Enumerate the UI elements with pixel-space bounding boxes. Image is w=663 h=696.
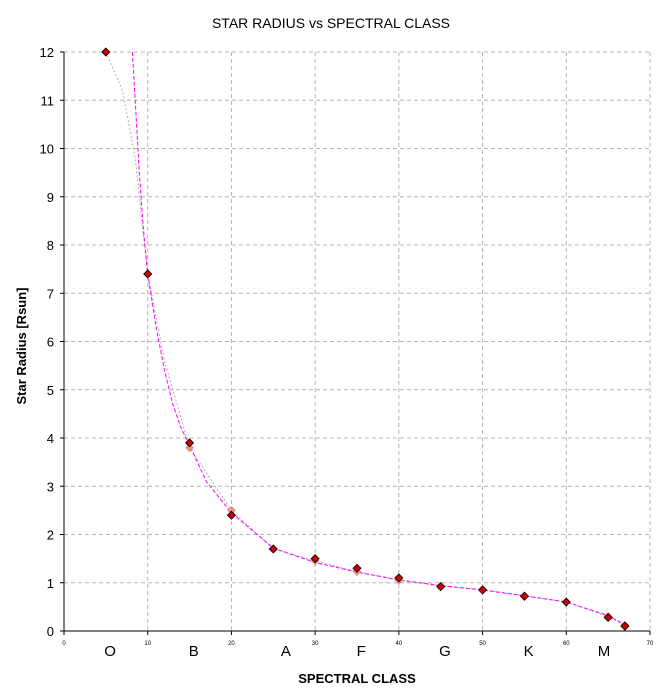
data-points: [101, 47, 630, 631]
chart-title: STAR RADIUS vs SPECTRAL CLASS: [212, 15, 450, 31]
y-tick-label: 11: [41, 93, 55, 108]
observed-point: [603, 612, 613, 623]
x-tick-label: 60: [563, 641, 570, 647]
observed-point: [478, 585, 488, 595]
observed-point: [185, 438, 195, 448]
y-tick-label: 0: [47, 624, 54, 639]
x-tick-label: 40: [396, 641, 403, 647]
observed-point: [394, 573, 404, 583]
observed-point: [268, 544, 278, 554]
spectral-class-label: B: [189, 643, 199, 660]
observed-point: [101, 47, 111, 57]
axes: [60, 51, 651, 635]
y-tick-label: 8: [47, 238, 54, 253]
spectral-class-label: G: [439, 643, 451, 660]
spectral-class-label: A: [281, 643, 291, 660]
x-tick-label: 70: [647, 641, 654, 647]
trend-curve: [105, 52, 626, 626]
x-tick-label: 20: [228, 641, 235, 647]
y-axis-title: Star Radius [Rsun]: [14, 287, 29, 404]
x-tick-label: 50: [479, 641, 486, 647]
y-tick-label: 12: [40, 45, 54, 60]
x-axis-title: SPECTRAL CLASS: [298, 671, 416, 686]
observed-point: [310, 554, 320, 564]
spectral-class-label: O: [104, 643, 116, 660]
x-tick-label: 10: [144, 641, 151, 647]
y-tick-label: 3: [47, 479, 54, 494]
observed-point: [561, 597, 571, 607]
observed-point: [352, 563, 362, 573]
y-tick-label: 10: [40, 142, 54, 157]
y-tick-label: 2: [47, 528, 54, 543]
y-tick-label: 4: [47, 431, 54, 446]
spectral-class-label: F: [357, 643, 366, 660]
spectral-class-label: M: [598, 643, 611, 660]
y-tick-label: 5: [47, 383, 54, 398]
x-tick-label: 0: [62, 641, 66, 647]
spectral-class-label: K: [524, 643, 534, 660]
fit-curve: [131, 52, 626, 626]
x-tick-labels: 0 10 20 30 40 50 60 70: [62, 641, 654, 647]
observed-point: [620, 621, 630, 631]
grid: [64, 51, 651, 631]
observed-point: [436, 582, 446, 592]
y-tick-label: 6: [47, 335, 54, 350]
observed-point: [143, 269, 153, 279]
observed-point: [226, 510, 236, 520]
x-tick-label: 30: [312, 641, 319, 647]
curves: [105, 52, 626, 626]
observed-point: [519, 591, 529, 601]
model-point: [185, 443, 194, 453]
y-tick-label: 9: [47, 190, 54, 205]
y-tick-label: 1: [47, 576, 54, 591]
y-tick-label: 7: [47, 286, 54, 301]
